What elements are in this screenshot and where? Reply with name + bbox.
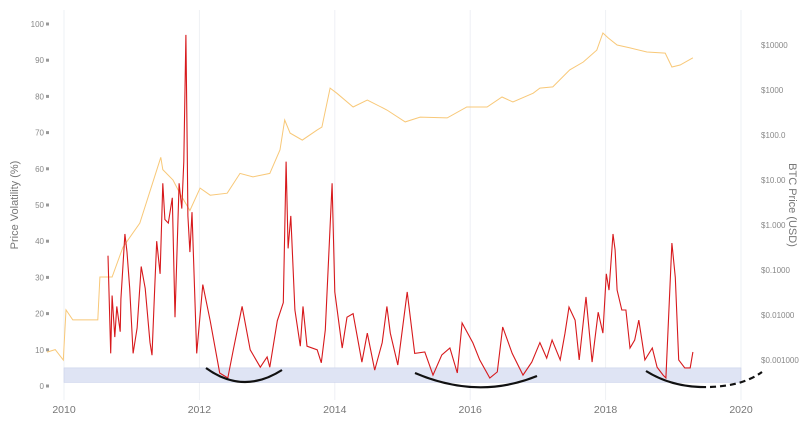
annotation-arc-2016 [414, 371, 538, 389]
y-tick-mark [46, 239, 49, 243]
y-tick-mark [46, 22, 49, 26]
right-axis-ticks: $0.001000 $0.01000 $0.1000 $1.000 $10.00 $100… [761, 41, 799, 365]
right-axis-label: BTC Price (USD) [786, 163, 798, 247]
y-tick-mark [46, 203, 49, 207]
x-tick-label: 2010 [52, 404, 76, 416]
y-tick-mark [46, 275, 49, 279]
btc-price-line [46, 32, 694, 362]
y-tick-label: 70 [35, 129, 44, 138]
y2-tick-label: $1.000 [761, 221, 786, 230]
y-tick-mark [46, 312, 49, 316]
y-tick-label: 30 [35, 273, 44, 282]
y-tick-label: 40 [35, 237, 44, 246]
x-tick-label: 2020 [729, 404, 753, 416]
y-tick-mark [46, 384, 49, 388]
y-tick-mark [46, 167, 49, 171]
y-tick-mark [46, 131, 49, 135]
y-tick-mark [46, 348, 49, 352]
annotation-arc-2019 [645, 370, 701, 389]
x-tick-label: 2014 [323, 404, 347, 416]
annotation-arc-2012 [205, 367, 283, 384]
y-tick-label: 10 [35, 346, 44, 355]
y2-tick-label: $0.001000 [761, 356, 799, 365]
y-tick-label: 50 [35, 201, 44, 210]
y-tick-mark [46, 58, 49, 62]
y-tick-label: 0 [40, 382, 45, 391]
y2-tick-label: $0.01000 [761, 311, 795, 320]
y2-tick-label: $10.00 [761, 176, 786, 185]
y2-tick-label: $10000 [761, 41, 788, 50]
y-tick-mark [46, 94, 49, 98]
left-axis-ticks: 0 10 20 30 40 50 60 70 80 90 100 [31, 20, 49, 391]
annotation-arcs [205, 367, 763, 389]
low-volatility-band [63, 367, 742, 383]
y-tick-label: 90 [35, 56, 44, 65]
y-tick-label: 100 [31, 20, 45, 29]
y-tick-label: 20 [35, 310, 44, 319]
x-tick-label: 2018 [594, 404, 618, 416]
x-tick-label: 2012 [188, 404, 212, 416]
y-tick-label: 60 [35, 165, 44, 174]
annotation-arc-projected [699, 371, 763, 389]
x-axis-ticks: 2010 2012 2014 2016 2018 2020 [52, 404, 753, 416]
gridlines [63, 10, 742, 400]
left-axis-label: Price Volatility (%) [9, 161, 21, 250]
y2-tick-label: $1000 [761, 86, 784, 95]
y2-tick-label: $0.1000 [761, 266, 790, 275]
volatility-line [107, 34, 694, 380]
x-tick-label: 2016 [459, 404, 483, 416]
y2-tick-label: $100.0 [761, 131, 786, 140]
y-tick-label: 80 [35, 92, 44, 101]
